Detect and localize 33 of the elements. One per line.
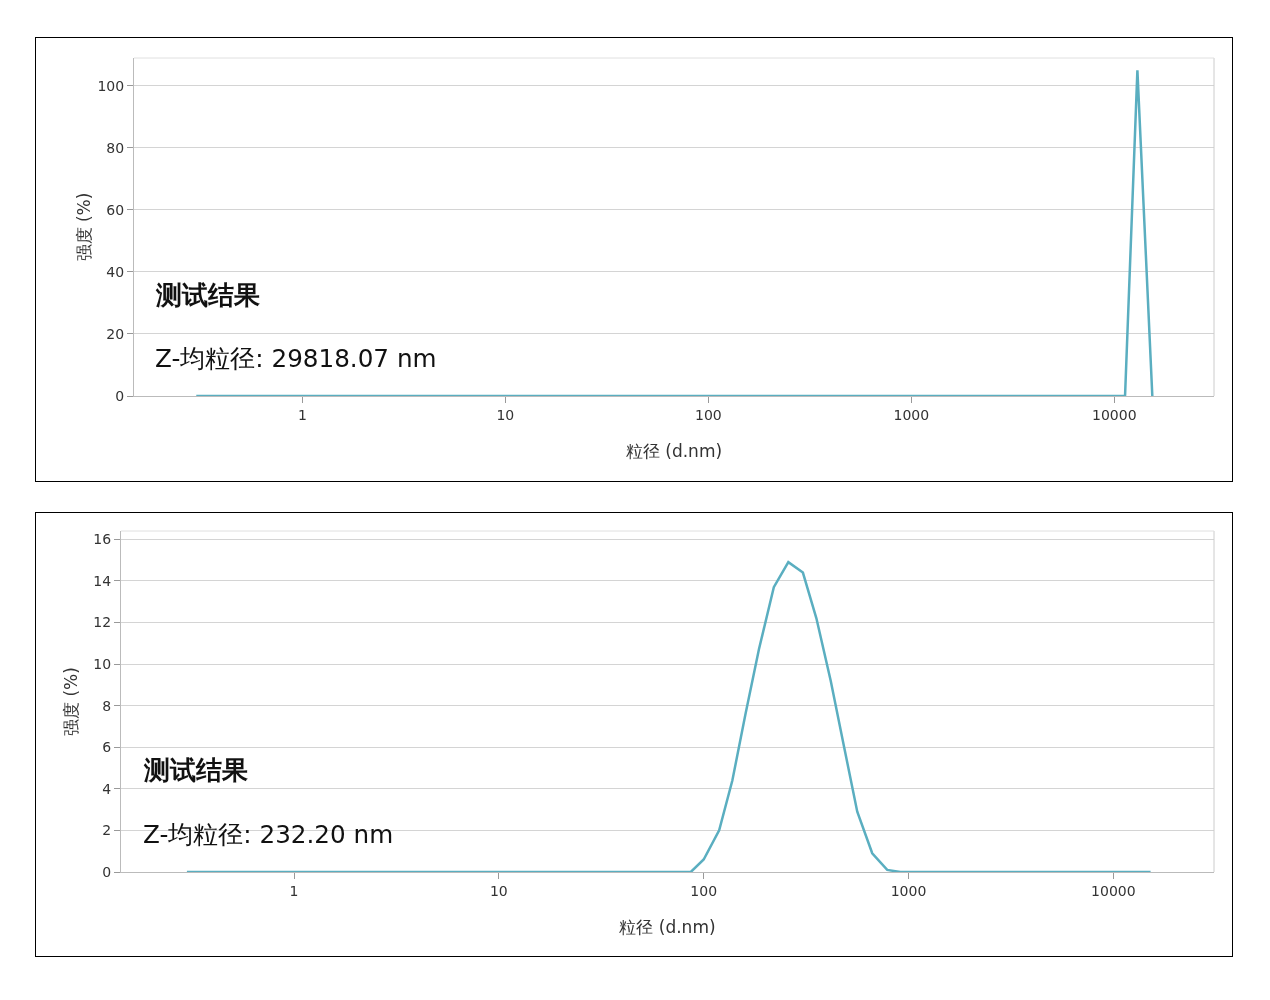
x-tick-label: 10000: [1091, 882, 1136, 899]
x-tick-label: 100: [690, 882, 718, 899]
y-tick-label: 2: [102, 822, 112, 839]
annotation: 测试结果: [155, 280, 260, 310]
y-tick-label: 8: [102, 697, 112, 714]
x-axis-title: 粒径 (d.nm): [625, 441, 723, 461]
x-tick-label: 1000: [893, 406, 930, 423]
y-tick-label: 10: [93, 655, 112, 672]
x-tick-label: 10000: [1092, 406, 1137, 423]
y-tick-label: 0: [115, 387, 125, 404]
y-tick-label: 16: [93, 531, 112, 548]
y-tick-label: 40: [106, 263, 125, 280]
annotation: Z-均粒径: 232.20 nm: [143, 820, 394, 849]
x-tick-label: 1: [289, 882, 299, 899]
y-tick-label: 60: [106, 201, 125, 218]
y-axis-title: 强度 (%): [74, 192, 94, 262]
x-tick-label: 1: [297, 406, 307, 423]
annotation: 测试结果: [143, 755, 248, 785]
x-tick-label: 10: [496, 406, 515, 423]
y-tick-label: 0: [102, 863, 112, 880]
y-axis-title: 强度 (%): [61, 667, 81, 736]
x-tick-label: 10: [489, 882, 508, 899]
y-tick-label: 20: [106, 325, 125, 342]
y-tick-label: 6: [102, 739, 112, 756]
y-tick-label: 12: [93, 614, 112, 631]
y-tick-label: 100: [97, 77, 125, 94]
y-tick-label: 4: [102, 780, 112, 797]
annotation: Z-均粒径: 29818.07 nm: [155, 344, 437, 373]
y-tick-label: 14: [93, 572, 112, 589]
x-tick-label: 1000: [890, 882, 927, 899]
x-tick-label: 100: [694, 406, 722, 423]
y-tick-label: 80: [106, 139, 125, 156]
x-axis-title: 粒径 (d.nm): [619, 917, 716, 937]
